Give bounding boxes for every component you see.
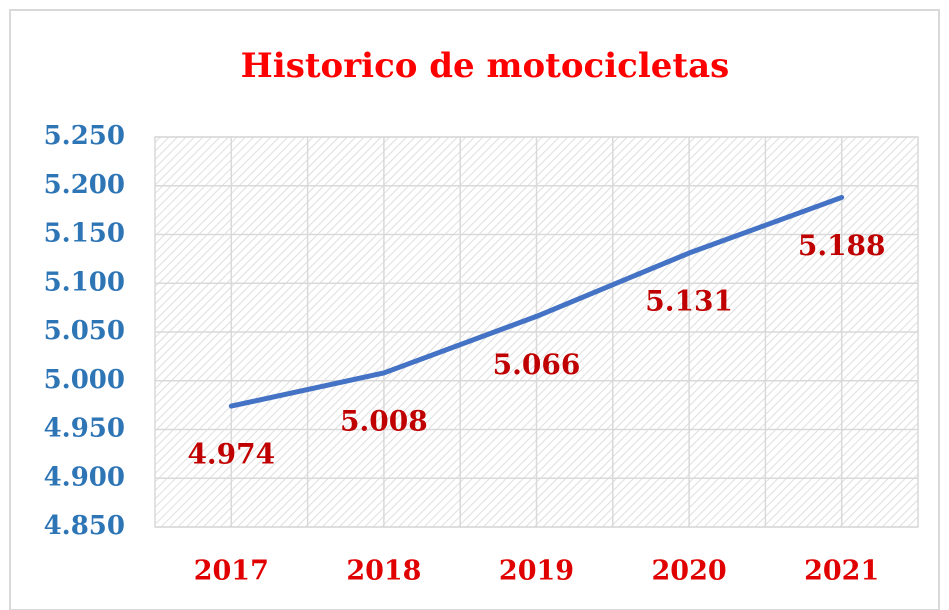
y-tick-label: 4.950	[44, 414, 125, 444]
series-line	[228, 194, 845, 409]
y-tick-label: 5.150	[44, 219, 125, 249]
chart-title: Historico de motocicletas	[241, 46, 730, 86]
y-tick-label: 5.000	[44, 365, 125, 395]
x-tick-label: 2020	[652, 556, 727, 587]
data-label: 5.131	[645, 285, 733, 318]
data-label: 5.066	[493, 348, 581, 381]
y-tick-label: 5.250	[44, 121, 125, 151]
x-tick-label: 2018	[346, 556, 421, 587]
y-tick-label: 4.900	[44, 462, 125, 492]
y-tick-label: 5.050	[44, 316, 125, 346]
data-label: 5.008	[340, 404, 428, 437]
x-tick-label: 2019	[499, 556, 574, 587]
x-tick-label: 2021	[804, 556, 879, 587]
x-tick-label: 2017	[194, 556, 269, 587]
y-tick-label: 5.200	[44, 170, 125, 200]
data-label: 4.974	[187, 438, 275, 471]
y-tick-label: 4.850	[44, 511, 125, 541]
data-label: 5.188	[798, 229, 886, 262]
y-tick-label: 5.100	[44, 267, 125, 297]
